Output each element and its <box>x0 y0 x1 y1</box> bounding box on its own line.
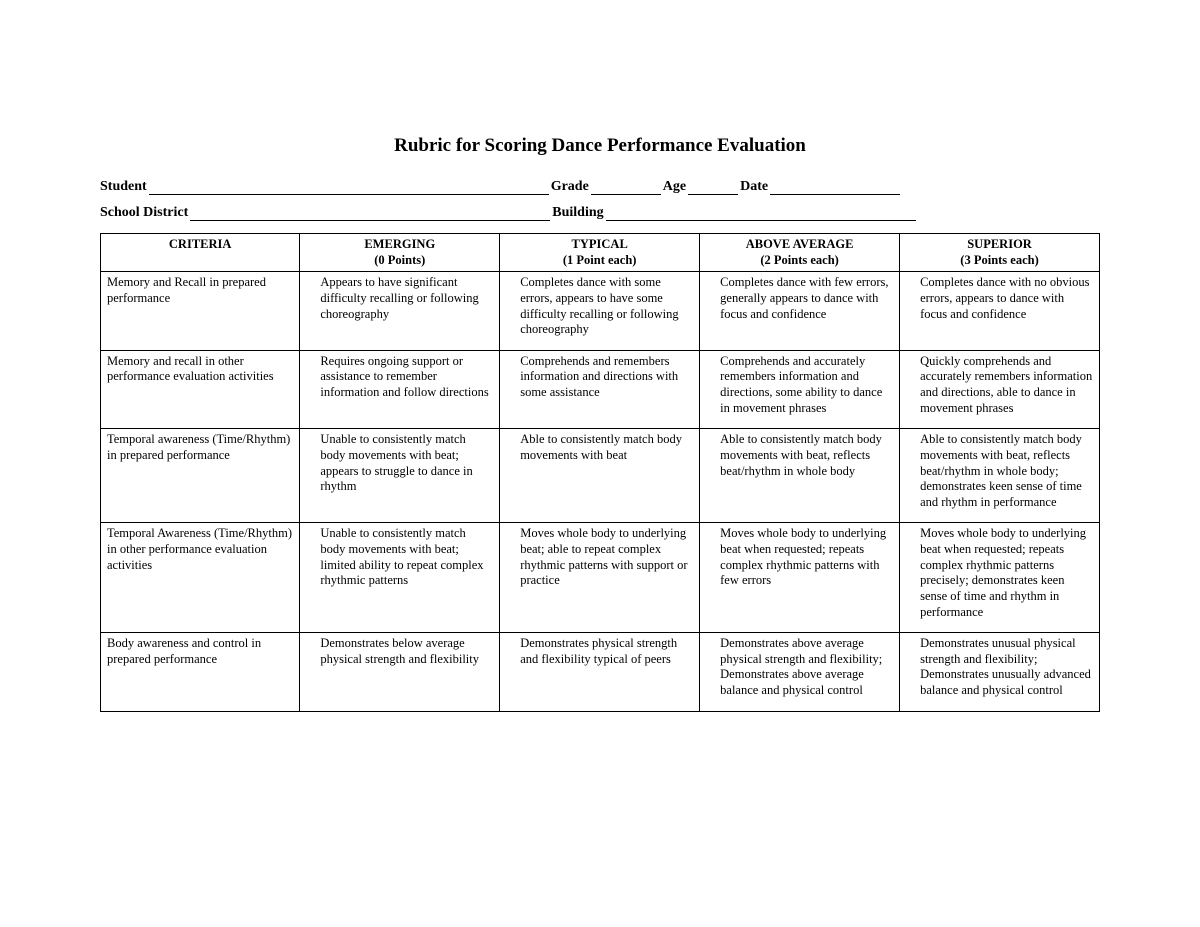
school-district-label: School District <box>100 205 188 221</box>
table-row: Temporal Awareness (Time/Rhythm) in othe… <box>101 523 1100 633</box>
table-row: Temporal awareness (Time/Rhythm) in prep… <box>101 429 1100 523</box>
typical-cell: Able to consistently match body movement… <box>500 429 700 523</box>
table-row: Memory and recall in other performance e… <box>101 350 1100 429</box>
age-blank[interactable] <box>688 180 738 195</box>
header-typical: TYPICAL (1 Point each) <box>500 234 700 272</box>
header-emerging-points: (0 Points) <box>374 253 425 267</box>
typical-cell: Demonstrates physical strength and flexi… <box>500 633 700 712</box>
building-label: Building <box>552 205 603 221</box>
student-info-line-2: School District Building <box>100 205 1100 221</box>
emerging-cell: Unable to consistently match body moveme… <box>300 523 500 633</box>
student-blank[interactable] <box>149 180 549 195</box>
above-cell: Demonstrates above average physical stre… <box>700 633 900 712</box>
page-title: Rubric for Scoring Dance Performance Eva… <box>100 135 1100 157</box>
table-row: Body awareness and control in prepared p… <box>101 633 1100 712</box>
table-header-row: CRITERIA EMERGING (0 Points) TYPICAL (1 … <box>101 234 1100 272</box>
student-info-line-1: Student Grade Age Date <box>100 179 1100 195</box>
header-above: ABOVE AVERAGE (2 Points each) <box>700 234 900 272</box>
above-cell: Moves whole body to underlying beat when… <box>700 523 900 633</box>
student-label: Student <box>100 179 147 195</box>
date-label: Date <box>740 179 768 195</box>
age-label: Age <box>663 179 686 195</box>
header-emerging: EMERGING (0 Points) <box>300 234 500 272</box>
criteria-cell: Memory and recall in other performance e… <box>101 350 300 429</box>
header-superior-points: (3 Points each) <box>960 253 1038 267</box>
superior-cell: Demonstrates unusual physical strength a… <box>900 633 1100 712</box>
header-superior: SUPERIOR (3 Points each) <box>900 234 1100 272</box>
typical-cell: Completes dance with some errors, appear… <box>500 272 700 351</box>
header-superior-label: SUPERIOR <box>967 237 1032 251</box>
building-blank[interactable] <box>606 206 916 221</box>
date-blank[interactable] <box>770 180 900 195</box>
rubric-table-body: Memory and Recall in prepared performanc… <box>101 272 1100 711</box>
superior-cell: Able to consistently match body movement… <box>900 429 1100 523</box>
header-criteria: CRITERIA <box>101 234 300 272</box>
emerging-cell: Demonstrates below average physical stre… <box>300 633 500 712</box>
rubric-table: CRITERIA EMERGING (0 Points) TYPICAL (1 … <box>100 233 1100 712</box>
emerging-cell: Appears to have significant difficulty r… <box>300 272 500 351</box>
above-cell: Able to consistently match body movement… <box>700 429 900 523</box>
superior-cell: Completes dance with no obvious errors, … <box>900 272 1100 351</box>
school-district-blank[interactable] <box>190 206 550 221</box>
above-cell: Comprehends and accurately remembers inf… <box>700 350 900 429</box>
emerging-cell: Requires ongoing support or assistance t… <box>300 350 500 429</box>
typical-cell: Moves whole body to underlying beat; abl… <box>500 523 700 633</box>
criteria-cell: Body awareness and control in prepared p… <box>101 633 300 712</box>
criteria-cell: Memory and Recall in prepared performanc… <box>101 272 300 351</box>
superior-cell: Quickly comprehends and accurately remem… <box>900 350 1100 429</box>
header-typical-label: TYPICAL <box>572 237 628 251</box>
typical-cell: Comprehends and remembers information an… <box>500 350 700 429</box>
criteria-cell: Temporal Awareness (Time/Rhythm) in othe… <box>101 523 300 633</box>
table-row: Memory and Recall in prepared performanc… <box>101 272 1100 351</box>
header-above-label: ABOVE AVERAGE <box>746 237 854 251</box>
criteria-cell: Temporal awareness (Time/Rhythm) in prep… <box>101 429 300 523</box>
header-above-points: (2 Points each) <box>760 253 838 267</box>
rubric-document: Rubric for Scoring Dance Performance Eva… <box>0 0 1200 752</box>
above-cell: Completes dance with few errors, general… <box>700 272 900 351</box>
grade-blank[interactable] <box>591 180 661 195</box>
header-emerging-label: EMERGING <box>364 237 435 251</box>
superior-cell: Moves whole body to underlying beat when… <box>900 523 1100 633</box>
emerging-cell: Unable to consistently match body moveme… <box>300 429 500 523</box>
grade-label: Grade <box>551 179 589 195</box>
header-typical-points: (1 Point each) <box>563 253 637 267</box>
